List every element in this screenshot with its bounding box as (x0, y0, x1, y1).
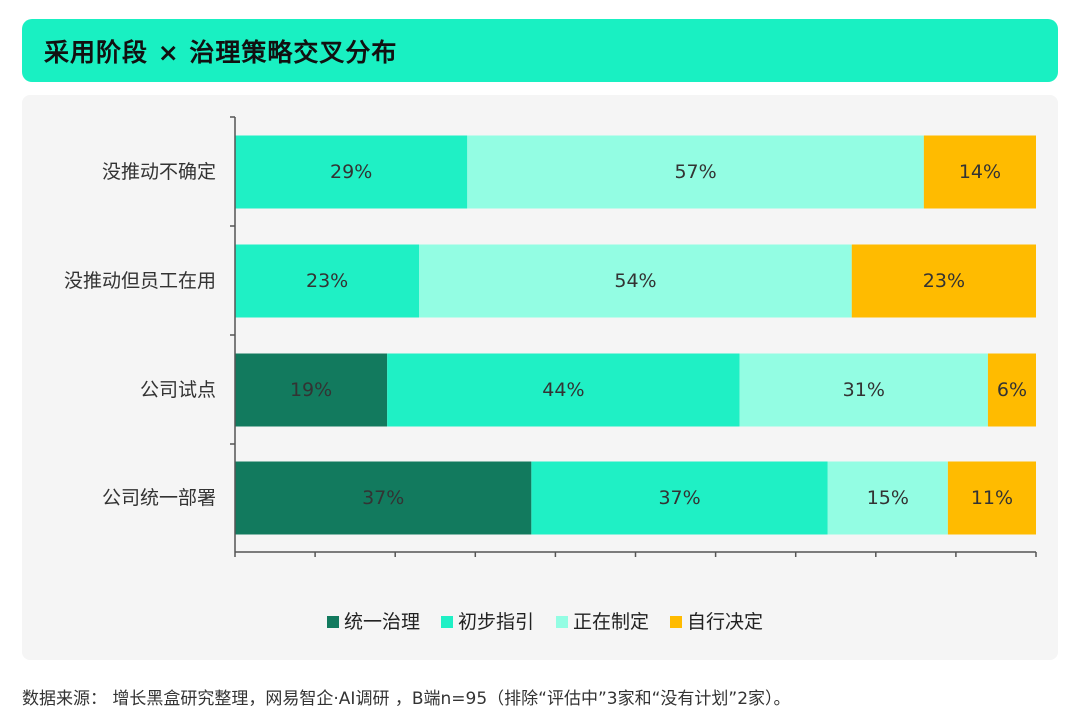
data-source-note: 数据来源： 增长黑盒研究整理，网易智企·AI调研 ，B端n=95（排除“评估中”… (22, 689, 791, 709)
bar-segment (531, 461, 828, 535)
legend-label: 正在制定 (573, 611, 649, 633)
legend-label: 统一治理 (344, 611, 420, 633)
bar-segment (467, 135, 924, 209)
data-label: 6% (997, 379, 1027, 401)
legend: 统一治理 初步指引 正在制定 自行决定 (327, 611, 763, 633)
chart-title: 采用阶段 × 治理策略交叉分布 (44, 37, 398, 67)
legend-swatch (327, 616, 339, 628)
category-label: 公司试点 (140, 379, 216, 401)
data-label: 37% (658, 487, 700, 509)
data-label: 37% (362, 487, 404, 509)
category-label: 公司统一部署 (102, 487, 216, 509)
bars-layer: 0%29%57%14%0%23%54%23%19%44%31%6%37%37%1… (235, 135, 1036, 535)
data-label: 31% (843, 379, 885, 401)
data-label: 14% (959, 161, 1001, 183)
legend-swatch (670, 616, 682, 628)
bar-segment (851, 244, 1036, 318)
legend-label: 自行决定 (687, 611, 763, 633)
data-label: 54% (614, 270, 656, 292)
bar-segment (987, 353, 1036, 427)
bar-segment (923, 135, 1036, 209)
stacked-bar-chart: 0%29%57%14%0%23%54%23%19%44%31%6%37%37%1… (64, 116, 1037, 633)
bar-segment (235, 353, 388, 427)
bar-segment (739, 353, 988, 427)
bar-segment (827, 461, 948, 535)
legend-label: 初步指引 (458, 611, 534, 633)
bar-segment (387, 353, 740, 427)
data-label: 29% (330, 161, 372, 183)
data-label: 11% (971, 487, 1013, 509)
data-label: 23% (923, 270, 965, 292)
data-label: 23% (306, 270, 348, 292)
bar-segment (419, 244, 852, 318)
data-label: 19% (290, 379, 332, 401)
data-label: 44% (542, 379, 584, 401)
data-label: 57% (674, 161, 716, 183)
bar-segment (235, 135, 468, 209)
category-label: 没推动但员工在用 (64, 270, 216, 292)
legend-swatch (441, 616, 453, 628)
category-label: 没推动不确定 (102, 161, 216, 183)
bar-segment (235, 461, 532, 535)
title-bar: 采用阶段 × 治理策略交叉分布 (22, 19, 1058, 82)
bar-segment (947, 461, 1036, 535)
data-label: 15% (867, 487, 909, 509)
bar-segment (235, 244, 420, 318)
legend-swatch (556, 616, 568, 628)
